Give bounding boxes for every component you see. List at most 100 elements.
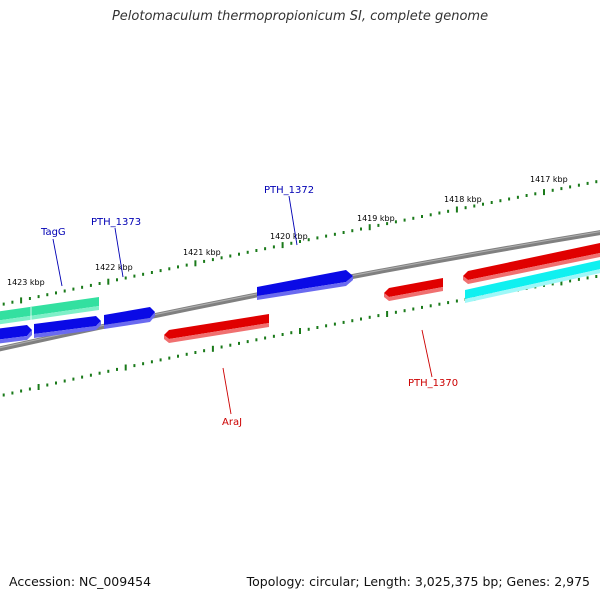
minor-tick (333, 322, 336, 326)
minor-tick (394, 310, 397, 314)
minor-tick (89, 373, 92, 377)
minor-tick (46, 383, 49, 387)
minor-tick (2, 393, 5, 397)
gene-cyan-right-edge[interactable] (465, 259, 600, 303)
minor-tick (238, 341, 240, 345)
scale-label-1417: 1417 kbp (530, 175, 568, 184)
minor-tick (586, 181, 589, 185)
minor-tick (98, 371, 101, 375)
minor-tick (11, 391, 14, 395)
minor-tick (482, 202, 484, 206)
accession-text: Accession: NC_009454 (9, 574, 152, 589)
minor-tick (360, 317, 362, 321)
minor-tick (28, 387, 31, 391)
minor-tick (333, 232, 336, 236)
minor-tick (185, 263, 188, 267)
minor-tick (490, 201, 493, 204)
minor-tick (360, 227, 362, 231)
minor-tick (377, 314, 380, 318)
minor-tick (272, 245, 275, 249)
minor-tick (386, 222, 389, 226)
minor-tick (168, 356, 171, 360)
minor-tick (220, 256, 223, 260)
minor-tick (421, 215, 423, 218)
minor-tick (142, 272, 145, 276)
scale-label-1421: 1421 kbp (183, 248, 221, 257)
major-tick (386, 311, 389, 317)
gene-green[interactable] (0, 297, 99, 325)
minor-tick (272, 334, 275, 338)
label-leaders (52, 195, 433, 415)
minor-tick (325, 324, 328, 328)
minor-tick (194, 351, 197, 354)
minor-tick (168, 267, 171, 271)
minor-tick (464, 206, 467, 210)
scale-label-1423: 1423 kbp (7, 278, 45, 287)
minor-tick (412, 216, 415, 220)
major-tick (20, 297, 23, 304)
minor-tick (551, 188, 554, 192)
minor-tick (150, 360, 153, 364)
minor-tick (177, 265, 179, 269)
gene-pth1373[interactable] (104, 307, 155, 329)
minor-tick (46, 293, 49, 297)
major-tick (211, 345, 214, 352)
minor-tick (264, 247, 267, 251)
minor-tick (203, 349, 206, 353)
leader-pth1372 (288, 195, 298, 246)
minor-tick (534, 192, 537, 196)
minor-tick (159, 358, 162, 362)
gene-blue-left-edge[interactable] (0, 325, 32, 344)
minor-tick (307, 327, 310, 331)
leader-tagg (52, 238, 63, 287)
minor-tick (316, 236, 319, 240)
minor-tick (403, 218, 406, 222)
minor-tick (560, 187, 563, 191)
major-tick (37, 384, 40, 390)
gene-tagg[interactable] (34, 316, 101, 338)
minor-tick (595, 275, 598, 278)
major-tick (455, 206, 458, 213)
gene-pth1372[interactable] (257, 270, 353, 300)
gene-araj[interactable] (164, 314, 269, 343)
scale-labels: 1423 kbp 1422 kbp 1421 kbp 1420 kbp 1419… (7, 175, 568, 287)
minor-tick (107, 369, 110, 373)
gene-label-pth1370[interactable]: PTH_1370 (408, 378, 458, 389)
minor-tick (159, 269, 162, 273)
minor-tick (394, 220, 397, 224)
gene-label-araj[interactable]: AraJ (222, 417, 242, 428)
minor-tick (525, 194, 528, 197)
minor-tick (429, 304, 432, 308)
minor-tick (229, 343, 232, 347)
minor-tick (20, 389, 23, 393)
minor-tick (316, 326, 319, 329)
gene-label-pth1372[interactable]: PTH_1372 (264, 185, 314, 196)
minor-tick (421, 305, 423, 309)
gene-label-tagg[interactable]: TagG (40, 227, 66, 238)
minor-tick (377, 223, 380, 227)
scale-label-1420: 1420 kbp (270, 232, 308, 241)
minor-tick (185, 352, 188, 356)
gene-red-right-edge[interactable] (463, 242, 600, 284)
minor-tick (438, 302, 441, 306)
major-tick (124, 364, 127, 371)
minor-tick (2, 302, 5, 306)
major-tick (368, 224, 371, 231)
minor-tick (516, 195, 519, 199)
minor-tick (447, 209, 450, 213)
minor-tick (255, 249, 258, 252)
gene-labels: TagG PTH_1373 PTH_1372 AraJ PTH_1370 (40, 185, 458, 428)
minor-tick (264, 336, 267, 340)
scale-label-1419: 1419 kbp (357, 214, 395, 223)
major-tick (299, 328, 301, 334)
gene-pth1370[interactable] (384, 278, 443, 301)
minor-tick (89, 283, 92, 287)
minor-tick (229, 254, 232, 258)
minor-tick (55, 381, 57, 385)
minor-tick (290, 331, 293, 335)
minor-tick (220, 345, 223, 349)
minor-tick (150, 271, 153, 274)
minor-tick (63, 379, 66, 383)
gene-label-pth1373[interactable]: PTH_1373 (91, 217, 141, 228)
